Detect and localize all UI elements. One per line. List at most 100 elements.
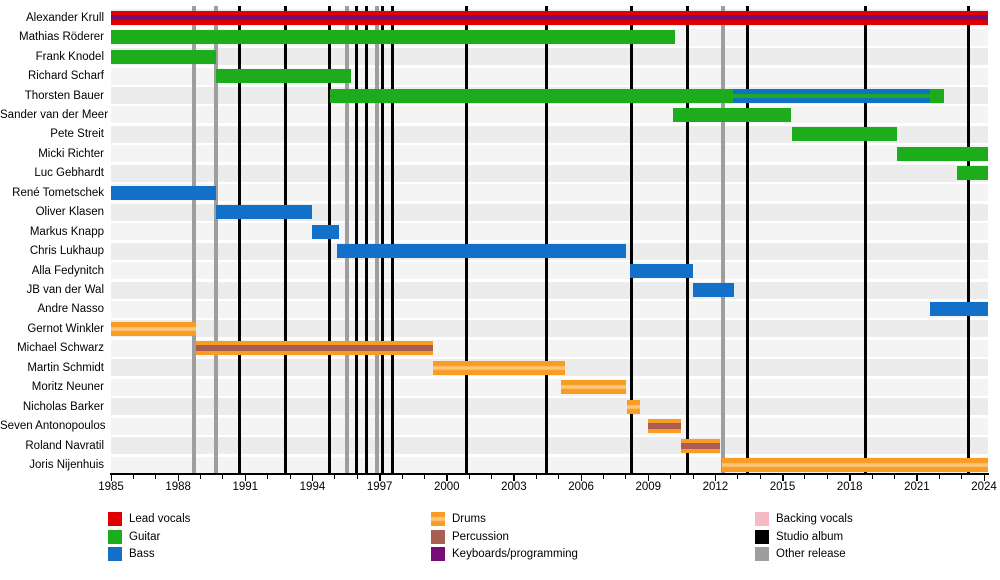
legend-swatch-keyboards-programming xyxy=(431,547,445,562)
row-stripe xyxy=(111,417,988,435)
legend-label: Lead vocals xyxy=(129,513,191,525)
timeline-bar xyxy=(957,166,988,181)
member-label: Seven Antonopoulos xyxy=(0,420,106,433)
timeline-bar-overlay-stripe xyxy=(196,345,434,352)
timeline-bar xyxy=(312,224,340,239)
legend-label: Other release xyxy=(776,548,846,561)
axis-minor-tick xyxy=(334,474,336,479)
member-label: JB van der Wal xyxy=(26,284,104,296)
legend-label: Percussion xyxy=(452,530,509,543)
studio-album-line xyxy=(284,6,288,473)
studio-album-line xyxy=(966,6,970,473)
member-label: Thorsten Bauer xyxy=(24,89,104,102)
other-release-line xyxy=(214,6,219,473)
legend-swatch-other-release xyxy=(755,547,769,562)
studio-album-line xyxy=(237,6,241,473)
row-stripe xyxy=(111,262,988,280)
legend-swatch-backing-vocals xyxy=(755,512,769,526)
axis-minor-tick xyxy=(961,474,963,479)
member-label: Oliver Klasen xyxy=(35,206,104,219)
axis-minor-tick xyxy=(670,474,672,479)
member-label: Martin Schmidt xyxy=(27,361,104,374)
row-stripe xyxy=(111,398,988,416)
row-stripe xyxy=(111,378,988,396)
axis-major-tick xyxy=(446,474,448,481)
axis-minor-tick xyxy=(356,474,358,479)
other-release-line xyxy=(374,6,379,473)
row-stripe xyxy=(111,184,988,202)
member-label: Alla Fedynitch xyxy=(31,264,104,277)
legend-label: Keyboards/programming xyxy=(452,548,578,561)
studio-album-line xyxy=(686,6,690,473)
axis-minor-tick xyxy=(401,474,403,479)
axis-major-tick xyxy=(647,474,650,481)
row-stripe xyxy=(111,106,988,124)
timeline-bar xyxy=(216,69,351,84)
legend-label: Guitar xyxy=(129,530,161,543)
axis-major-tick xyxy=(714,474,717,481)
timeline-bar-overlay-stripe xyxy=(111,15,988,21)
studio-album-line xyxy=(327,6,331,473)
axis-tick-label: 2024 xyxy=(971,481,997,493)
axis-minor-tick xyxy=(759,474,761,479)
axis-major-tick xyxy=(513,474,515,481)
axis-minor-tick xyxy=(938,474,940,479)
timeline-bar xyxy=(693,283,735,297)
axis-tick-label: 2003 xyxy=(501,481,527,493)
axis-major-tick xyxy=(983,474,985,481)
timeline-bar xyxy=(930,302,988,317)
row-stripe xyxy=(111,281,988,299)
studio-album-line xyxy=(364,6,368,473)
timeline-bar xyxy=(337,244,626,259)
axis-minor-tick xyxy=(155,474,157,479)
axis-minor-tick xyxy=(602,474,604,479)
studio-album-line xyxy=(629,6,633,473)
axis-major-tick xyxy=(244,474,247,481)
axis-tick-label: 2015 xyxy=(769,481,796,493)
row-stripe xyxy=(111,48,988,66)
timeline-bar xyxy=(626,399,641,414)
member-label: Michael Schwarz xyxy=(17,342,104,355)
row-stripe xyxy=(111,223,988,241)
axis-minor-tick xyxy=(893,474,895,479)
member-label: Roland Navratil xyxy=(25,439,104,452)
timeline-bar xyxy=(216,205,313,220)
other-release-line xyxy=(721,6,726,473)
member-label: Moritz Neuner xyxy=(31,381,104,394)
axis-minor-tick xyxy=(267,474,269,479)
member-label: Gernot Winkler xyxy=(27,322,104,335)
studio-album-line xyxy=(354,6,358,473)
member-label: Pete Streit xyxy=(50,128,104,141)
axis-major-tick xyxy=(177,474,180,481)
axis-minor-tick xyxy=(625,474,627,479)
x-axis-line xyxy=(110,473,989,475)
axis-tick-label: 2012 xyxy=(702,481,729,493)
axis-tick-label: 1991 xyxy=(232,481,259,493)
axis-minor-tick xyxy=(200,474,202,479)
axis-major-tick xyxy=(311,474,314,481)
axis-major-tick xyxy=(782,474,784,481)
axis-tick-label: 2021 xyxy=(904,481,930,493)
timeline-bar xyxy=(111,321,197,336)
legend-label: Backing vocals xyxy=(776,513,853,525)
studio-album-line xyxy=(381,6,385,473)
axis-major-tick xyxy=(849,474,851,481)
member-label: Nicholas Barker xyxy=(22,400,104,413)
axis-tick-label: 1988 xyxy=(165,481,191,493)
legend-swatch-guitar xyxy=(108,529,122,544)
axis-minor-tick xyxy=(871,474,873,479)
legend-swatch-percussion xyxy=(431,529,445,544)
legend-label: Drums xyxy=(452,513,486,525)
studio-album-line xyxy=(864,6,868,473)
timeline-bar xyxy=(111,49,217,64)
member-label: Richard Scharf xyxy=(27,70,104,83)
axis-minor-tick xyxy=(468,474,470,479)
axis-minor-tick xyxy=(222,474,224,479)
axis-minor-tick xyxy=(289,474,291,479)
row-stripe xyxy=(111,164,988,182)
axis-minor-tick xyxy=(826,474,828,479)
axis-tick-label: 2009 xyxy=(635,481,662,493)
timeline-bar xyxy=(791,127,897,142)
axis-tick-label: 2018 xyxy=(836,481,863,493)
timeline-bar xyxy=(672,107,792,122)
